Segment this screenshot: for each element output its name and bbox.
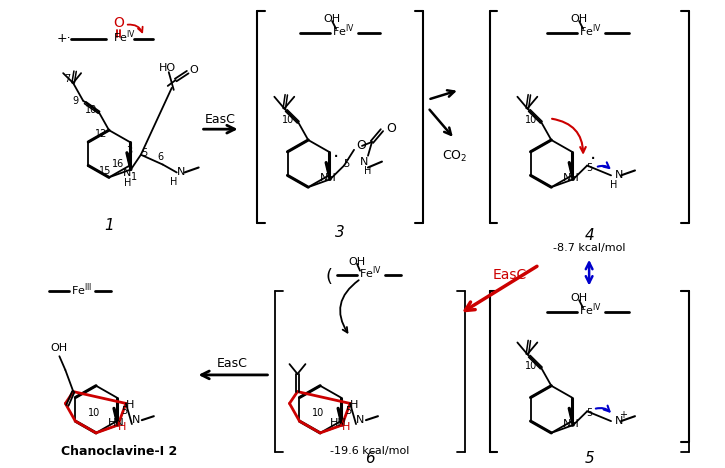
Text: O: O	[356, 139, 366, 153]
Text: 10: 10	[282, 115, 294, 125]
Text: 10: 10	[88, 408, 100, 418]
Text: -8.7 kcal/mol: -8.7 kcal/mol	[553, 243, 626, 253]
Text: N: N	[356, 415, 364, 425]
Text: 3: 3	[335, 225, 345, 240]
Text: 9: 9	[72, 95, 78, 106]
Text: 7: 7	[64, 74, 70, 84]
Text: 5: 5	[343, 159, 349, 168]
Text: 10: 10	[525, 115, 537, 125]
Text: 1: 1	[131, 172, 137, 183]
Text: O: O	[386, 122, 396, 135]
Text: +: +	[619, 410, 627, 420]
Text: 15: 15	[99, 167, 112, 176]
Text: OH: OH	[571, 14, 588, 24]
Text: Fe$^{\mathsf{IV}}$: Fe$^{\mathsf{IV}}$	[579, 302, 602, 318]
Text: 5: 5	[141, 148, 147, 158]
Text: OH: OH	[51, 344, 68, 353]
Text: 3: 3	[126, 146, 132, 156]
Text: NH: NH	[563, 419, 580, 429]
Text: CO$_2$: CO$_2$	[442, 149, 468, 164]
Text: ·: ·	[333, 148, 339, 167]
Text: EasC: EasC	[205, 113, 236, 126]
Text: 10: 10	[85, 105, 97, 116]
Text: (: (	[326, 268, 333, 285]
Text: H: H	[123, 178, 131, 188]
Text: -19.6 kcal/mol: -19.6 kcal/mol	[331, 446, 410, 456]
Text: H: H	[125, 401, 134, 410]
Text: NH: NH	[320, 173, 337, 183]
Text: 4: 4	[584, 228, 594, 243]
Text: H: H	[610, 180, 618, 190]
Text: OH: OH	[571, 293, 588, 303]
Text: N: N	[177, 168, 185, 177]
Text: H: H	[364, 167, 372, 176]
Text: EasC: EasC	[492, 268, 526, 282]
Text: ·: ·	[590, 150, 596, 169]
Text: H: H	[117, 422, 126, 432]
Text: EasC: EasC	[217, 357, 248, 370]
Text: OH: OH	[323, 14, 341, 24]
Text: Fe$^{\mathsf{IV}}$: Fe$^{\mathsf{IV}}$	[579, 22, 602, 39]
Text: OH: OH	[349, 257, 365, 267]
Text: N: N	[123, 168, 131, 178]
Text: H: H	[170, 177, 178, 187]
Text: 10: 10	[525, 361, 537, 371]
Text: 16: 16	[112, 159, 124, 168]
Text: 10: 10	[312, 408, 324, 418]
Text: 5: 5	[586, 408, 592, 418]
Text: HN: HN	[330, 418, 347, 428]
Text: 6: 6	[158, 152, 164, 162]
Text: Fe$^{\mathsf{IV}}$: Fe$^{\mathsf{IV}}$	[332, 22, 355, 39]
Text: 12: 12	[95, 129, 107, 139]
Text: N: N	[132, 415, 140, 425]
Text: H: H	[342, 422, 350, 432]
Text: Fe$^{\mathsf{IV}}$: Fe$^{\mathsf{IV}}$	[113, 29, 136, 45]
Text: HN: HN	[108, 418, 125, 428]
Text: 6: 6	[365, 451, 375, 466]
Text: Chanoclavine-I 2: Chanoclavine-I 2	[61, 445, 178, 458]
Text: O: O	[190, 65, 199, 75]
Text: HO: HO	[159, 63, 176, 73]
Text: Fe$^{\mathsf{IV}}$: Fe$^{\mathsf{IV}}$	[359, 264, 382, 281]
Text: N: N	[360, 157, 368, 167]
Text: +·: +·	[57, 32, 72, 45]
Text: 5: 5	[586, 162, 592, 173]
Text: 5: 5	[345, 406, 351, 417]
Text: 5: 5	[121, 406, 127, 417]
Text: Fe$^{\mathsf{III}}$: Fe$^{\mathsf{III}}$	[71, 281, 93, 298]
Text: H: H	[350, 401, 358, 410]
Text: O: O	[114, 16, 125, 30]
Text: NH: NH	[563, 173, 580, 183]
Text: 5: 5	[584, 451, 594, 466]
Text: N: N	[615, 416, 624, 426]
Text: 1: 1	[104, 218, 114, 233]
Text: N: N	[615, 170, 624, 180]
